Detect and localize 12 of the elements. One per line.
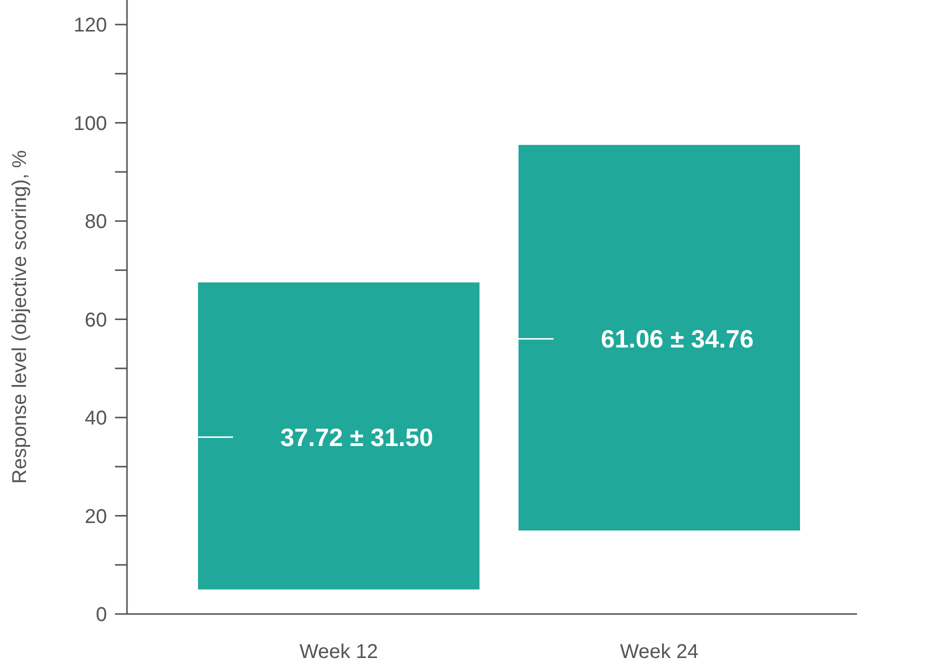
- y-tick-label: 100: [74, 112, 107, 135]
- y-tick-label: 80: [84, 211, 107, 234]
- y-tick-label: 60: [84, 309, 107, 332]
- annotation: 61.06 ± 34.76: [600, 326, 754, 354]
- y-tick-label: 120: [74, 14, 107, 37]
- x-tick-label: Week 24: [620, 641, 699, 663]
- y-tick-label: 20: [84, 506, 107, 528]
- annotation: 37.72 ± 31.50: [280, 424, 434, 452]
- y-axis-title: Response level (objective scoring), %: [9, 150, 31, 484]
- y-tick-label: 0: [96, 604, 107, 626]
- y-tick-label: 40: [84, 408, 107, 430]
- x-tick-label: Week 12: [299, 641, 378, 663]
